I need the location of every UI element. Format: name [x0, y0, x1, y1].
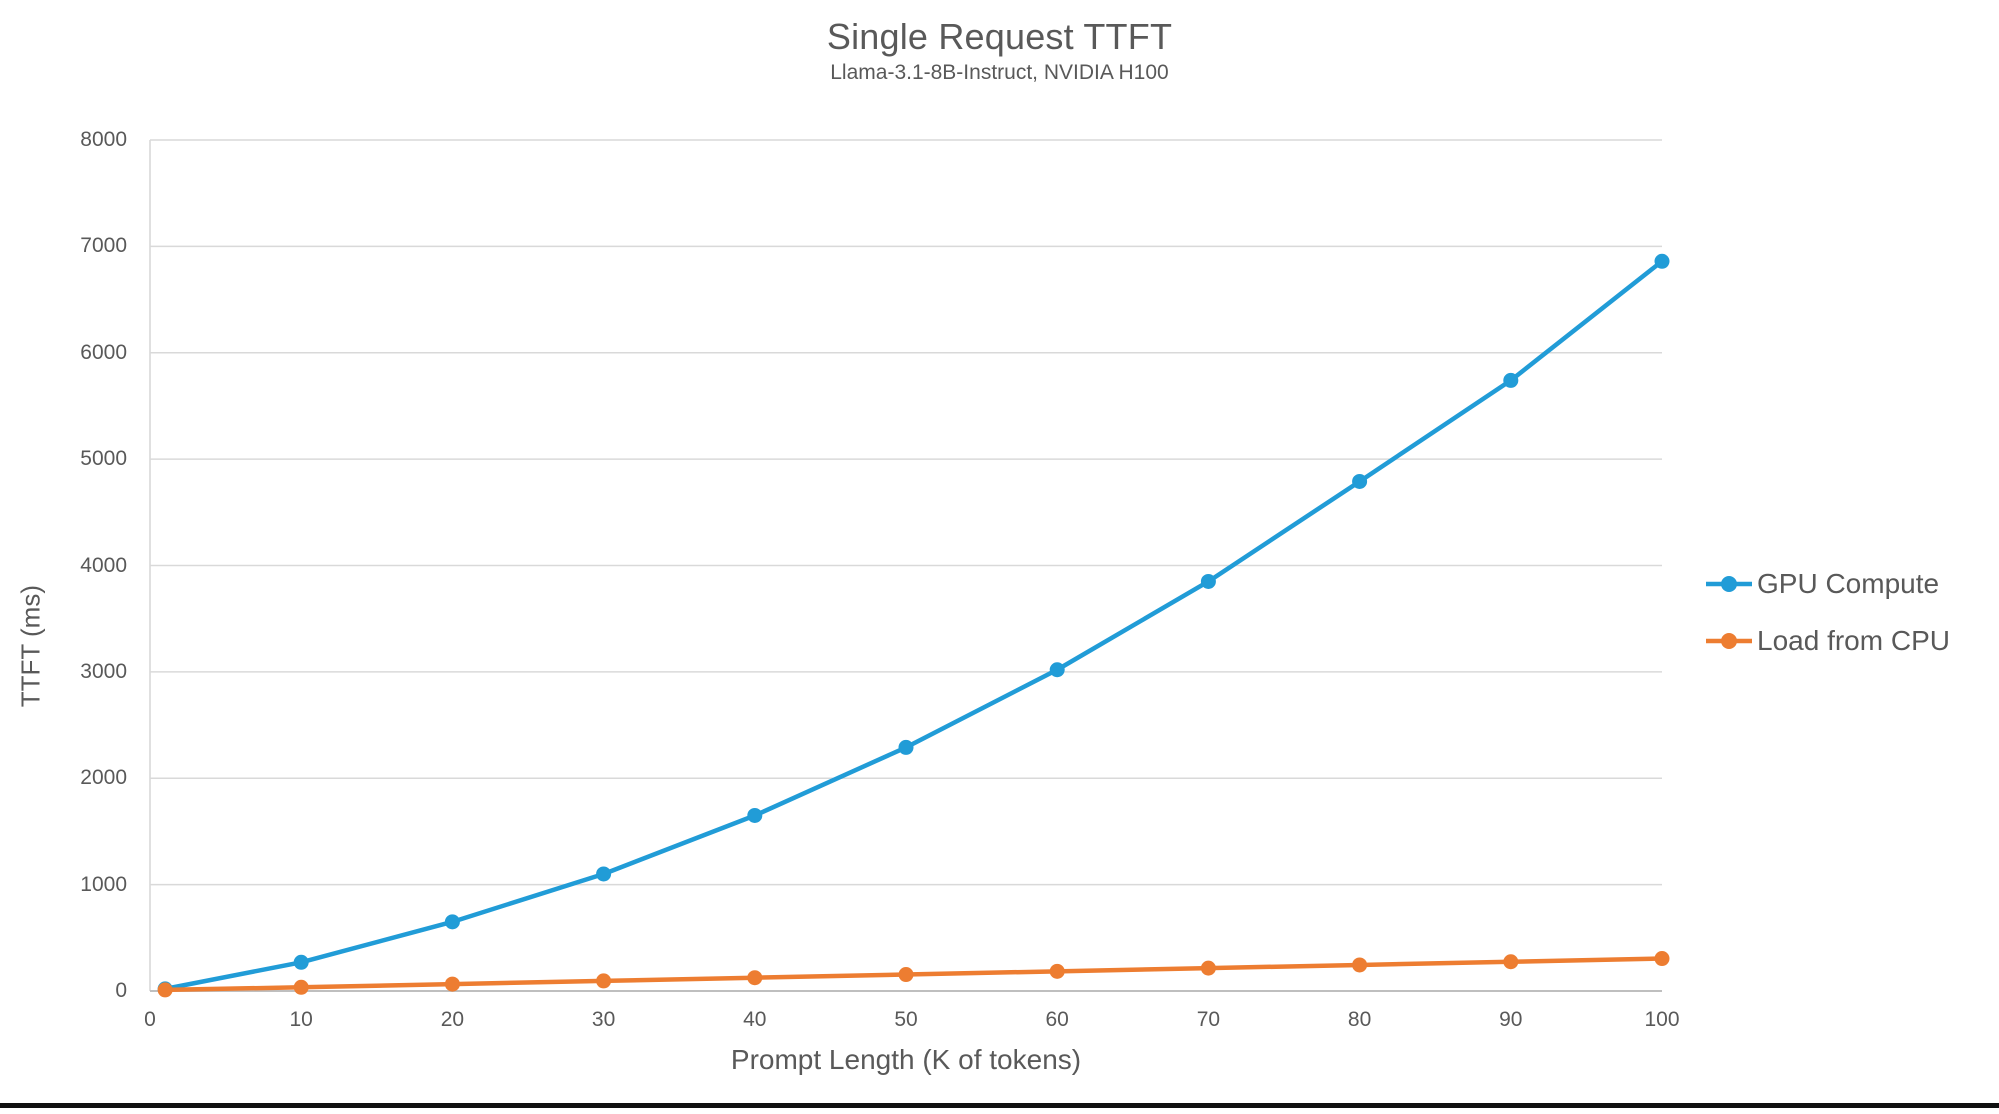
data-point-gpu-compute-70 [1200, 573, 1216, 589]
x-tick-label-100: 100 [1644, 1008, 1680, 1031]
x-tick-label-50: 50 [894, 1008, 918, 1031]
x-tick-label-0: 0 [144, 1008, 156, 1031]
data-point-load-from-cpu-90 [1503, 954, 1519, 970]
data-point-gpu-compute-90 [1503, 372, 1519, 388]
data-point-load-from-cpu-70 [1200, 960, 1216, 976]
y-tick-label-5000: 5000 [80, 447, 127, 471]
y-tick-label-4000: 4000 [80, 553, 127, 577]
x-axis-title: Prompt Length (K of tokens) [730, 1044, 1082, 1075]
data-point-load-from-cpu-20 [444, 976, 460, 992]
chart-subtitle: Llama-3.1-8B-Instruct, NVIDIA H100 [830, 61, 1169, 84]
x-tick-label-40: 40 [743, 1008, 767, 1031]
y-tick-label-3000: 3000 [80, 659, 127, 683]
data-point-load-from-cpu-50 [898, 967, 914, 983]
y-tick-label-0: 0 [115, 979, 127, 1002]
data-point-gpu-compute-40 [747, 807, 763, 823]
x-tick-label-80: 80 [1347, 1008, 1372, 1031]
x-tick-label-90: 90 [1499, 1008, 1523, 1031]
data-point-gpu-compute-60 [1049, 662, 1065, 678]
data-point-gpu-compute-10 [293, 954, 309, 970]
legend-marker-icon [1706, 633, 1752, 649]
y-tick-label-6000: 6000 [80, 340, 127, 364]
series-line-gpu-compute [162, 259, 1665, 992]
data-point-gpu-compute-100 [1654, 253, 1670, 269]
legend-entry-load-from-cpu: Load from CPU [1705, 623, 1950, 659]
y-tick-label-7000: 7000 [80, 234, 127, 258]
x-tick-label-60: 60 [1045, 1008, 1069, 1031]
data-point-load-from-cpu-40 [747, 970, 763, 986]
data-point-gpu-compute-30 [596, 866, 612, 882]
series-line-load-from-cpu [162, 956, 1665, 993]
data-point-load-from-cpu-60 [1049, 963, 1065, 979]
legend-marker-icon [1706, 576, 1752, 592]
x-tick-label-20: 20 [440, 1008, 465, 1031]
legend-label: GPU Compute [1757, 568, 1940, 599]
x-tick-label-70: 70 [1196, 1008, 1221, 1031]
data-point-load-from-cpu-100 [1654, 951, 1670, 967]
legend-entry-gpu-compute: GPU Compute [1705, 566, 1939, 602]
chart-title: Single Request TTFT [826, 16, 1173, 57]
y-tick-label-8000: 8000 [80, 128, 127, 151]
data-point-gpu-compute-50 [898, 739, 914, 755]
x-tick-label-30: 30 [591, 1008, 616, 1031]
bottom-divider [0, 1103, 1999, 1108]
data-point-gpu-compute-80 [1352, 473, 1368, 489]
legend-label: Load from CPU [1757, 625, 1950, 656]
x-tick-label-10: 10 [289, 1008, 313, 1031]
data-point-load-from-cpu-1 [157, 982, 173, 998]
data-point-gpu-compute-20 [444, 914, 460, 930]
y-tick-label-1000: 1000 [80, 872, 127, 896]
data-point-load-from-cpu-10 [293, 979, 309, 995]
data-point-load-from-cpu-80 [1352, 957, 1368, 973]
y-tick-label-2000: 2000 [80, 766, 127, 790]
data-point-load-from-cpu-30 [596, 973, 612, 989]
